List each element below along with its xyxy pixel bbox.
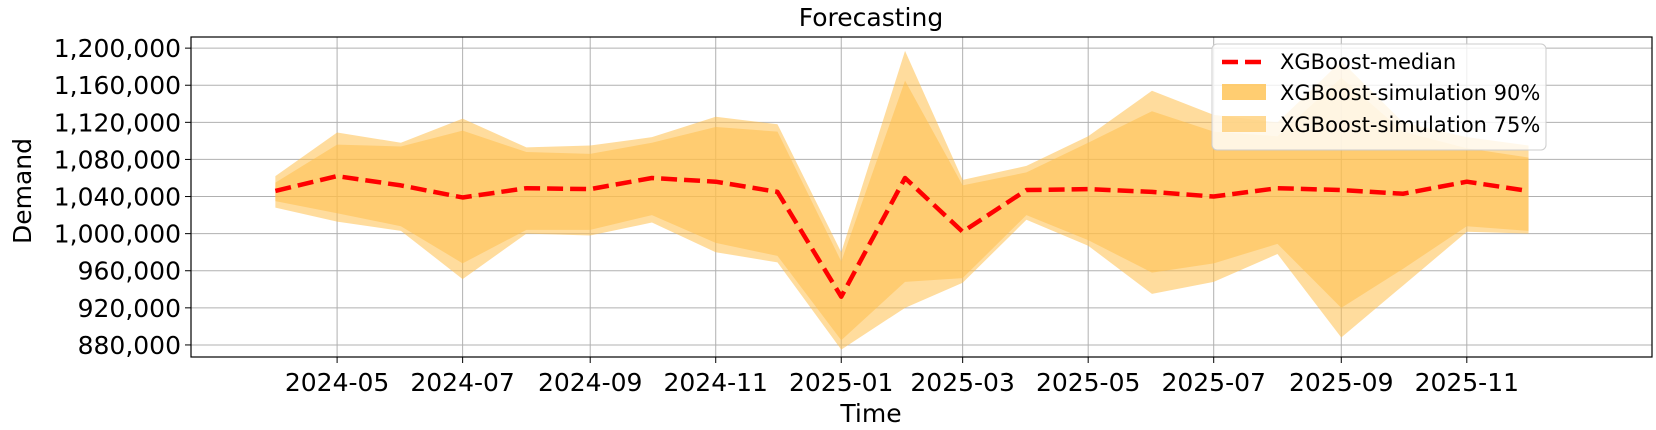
y-tick-label: 960,000 [78,257,181,286]
legend-label: XGBoost-median [1280,50,1456,74]
x-tick-label: 2024-11 [663,368,767,397]
x-tick-label: 2024-07 [410,368,514,397]
x-tick-label: 2025-09 [1289,368,1393,397]
legend-swatch-75 [1222,116,1266,132]
x-tick-label: 2025-03 [910,368,1014,397]
x-tick-label: 2024-09 [538,368,642,397]
chart-title: Forecasting [799,3,943,32]
y-tick-label: 920,000 [78,294,181,323]
legend-swatch-90 [1222,84,1266,100]
x-ticks: 2024-05 2024-07 2024-09 2024-11 2025-01 2025-… [285,357,1519,397]
y-tick-label: 1,080,000 [54,145,181,174]
x-tick-label: 2025-05 [1036,368,1140,397]
plot-frame [190,36,1653,358]
y-tick-label: 1,000,000 [54,220,181,249]
x-tick-label: 2024-05 [285,368,389,397]
legend-box [1211,43,1547,151]
median-line [274,173,1529,299]
x-tick-label: 2025-11 [1415,368,1519,397]
legend: XGBoost-median XGBoost-simulation 90% XGBo… [1211,43,1547,151]
y-tick-label: 1,160,000 [54,71,181,100]
legend-label: XGBoost-simulation 75% [1280,113,1540,137]
y-ticks: 880,000 920,000 960,000 1,000,000 1,040,000 1… [54,34,191,360]
y-tick-label: 880,000 [78,331,181,360]
x-axis-label: Time [839,399,901,428]
y-tick-label: 1,040,000 [54,183,181,212]
y-tick-label: 1,200,000 [54,34,181,63]
legend-label: XGBoost-simulation 90% [1280,81,1540,105]
y-axis-label: Demand [8,138,37,244]
series-lines [274,173,1529,299]
x-tick-label: 2025-07 [1161,368,1265,397]
y-tick-label: 1,120,000 [54,108,181,137]
x-tick-label: 2025-01 [789,368,893,397]
